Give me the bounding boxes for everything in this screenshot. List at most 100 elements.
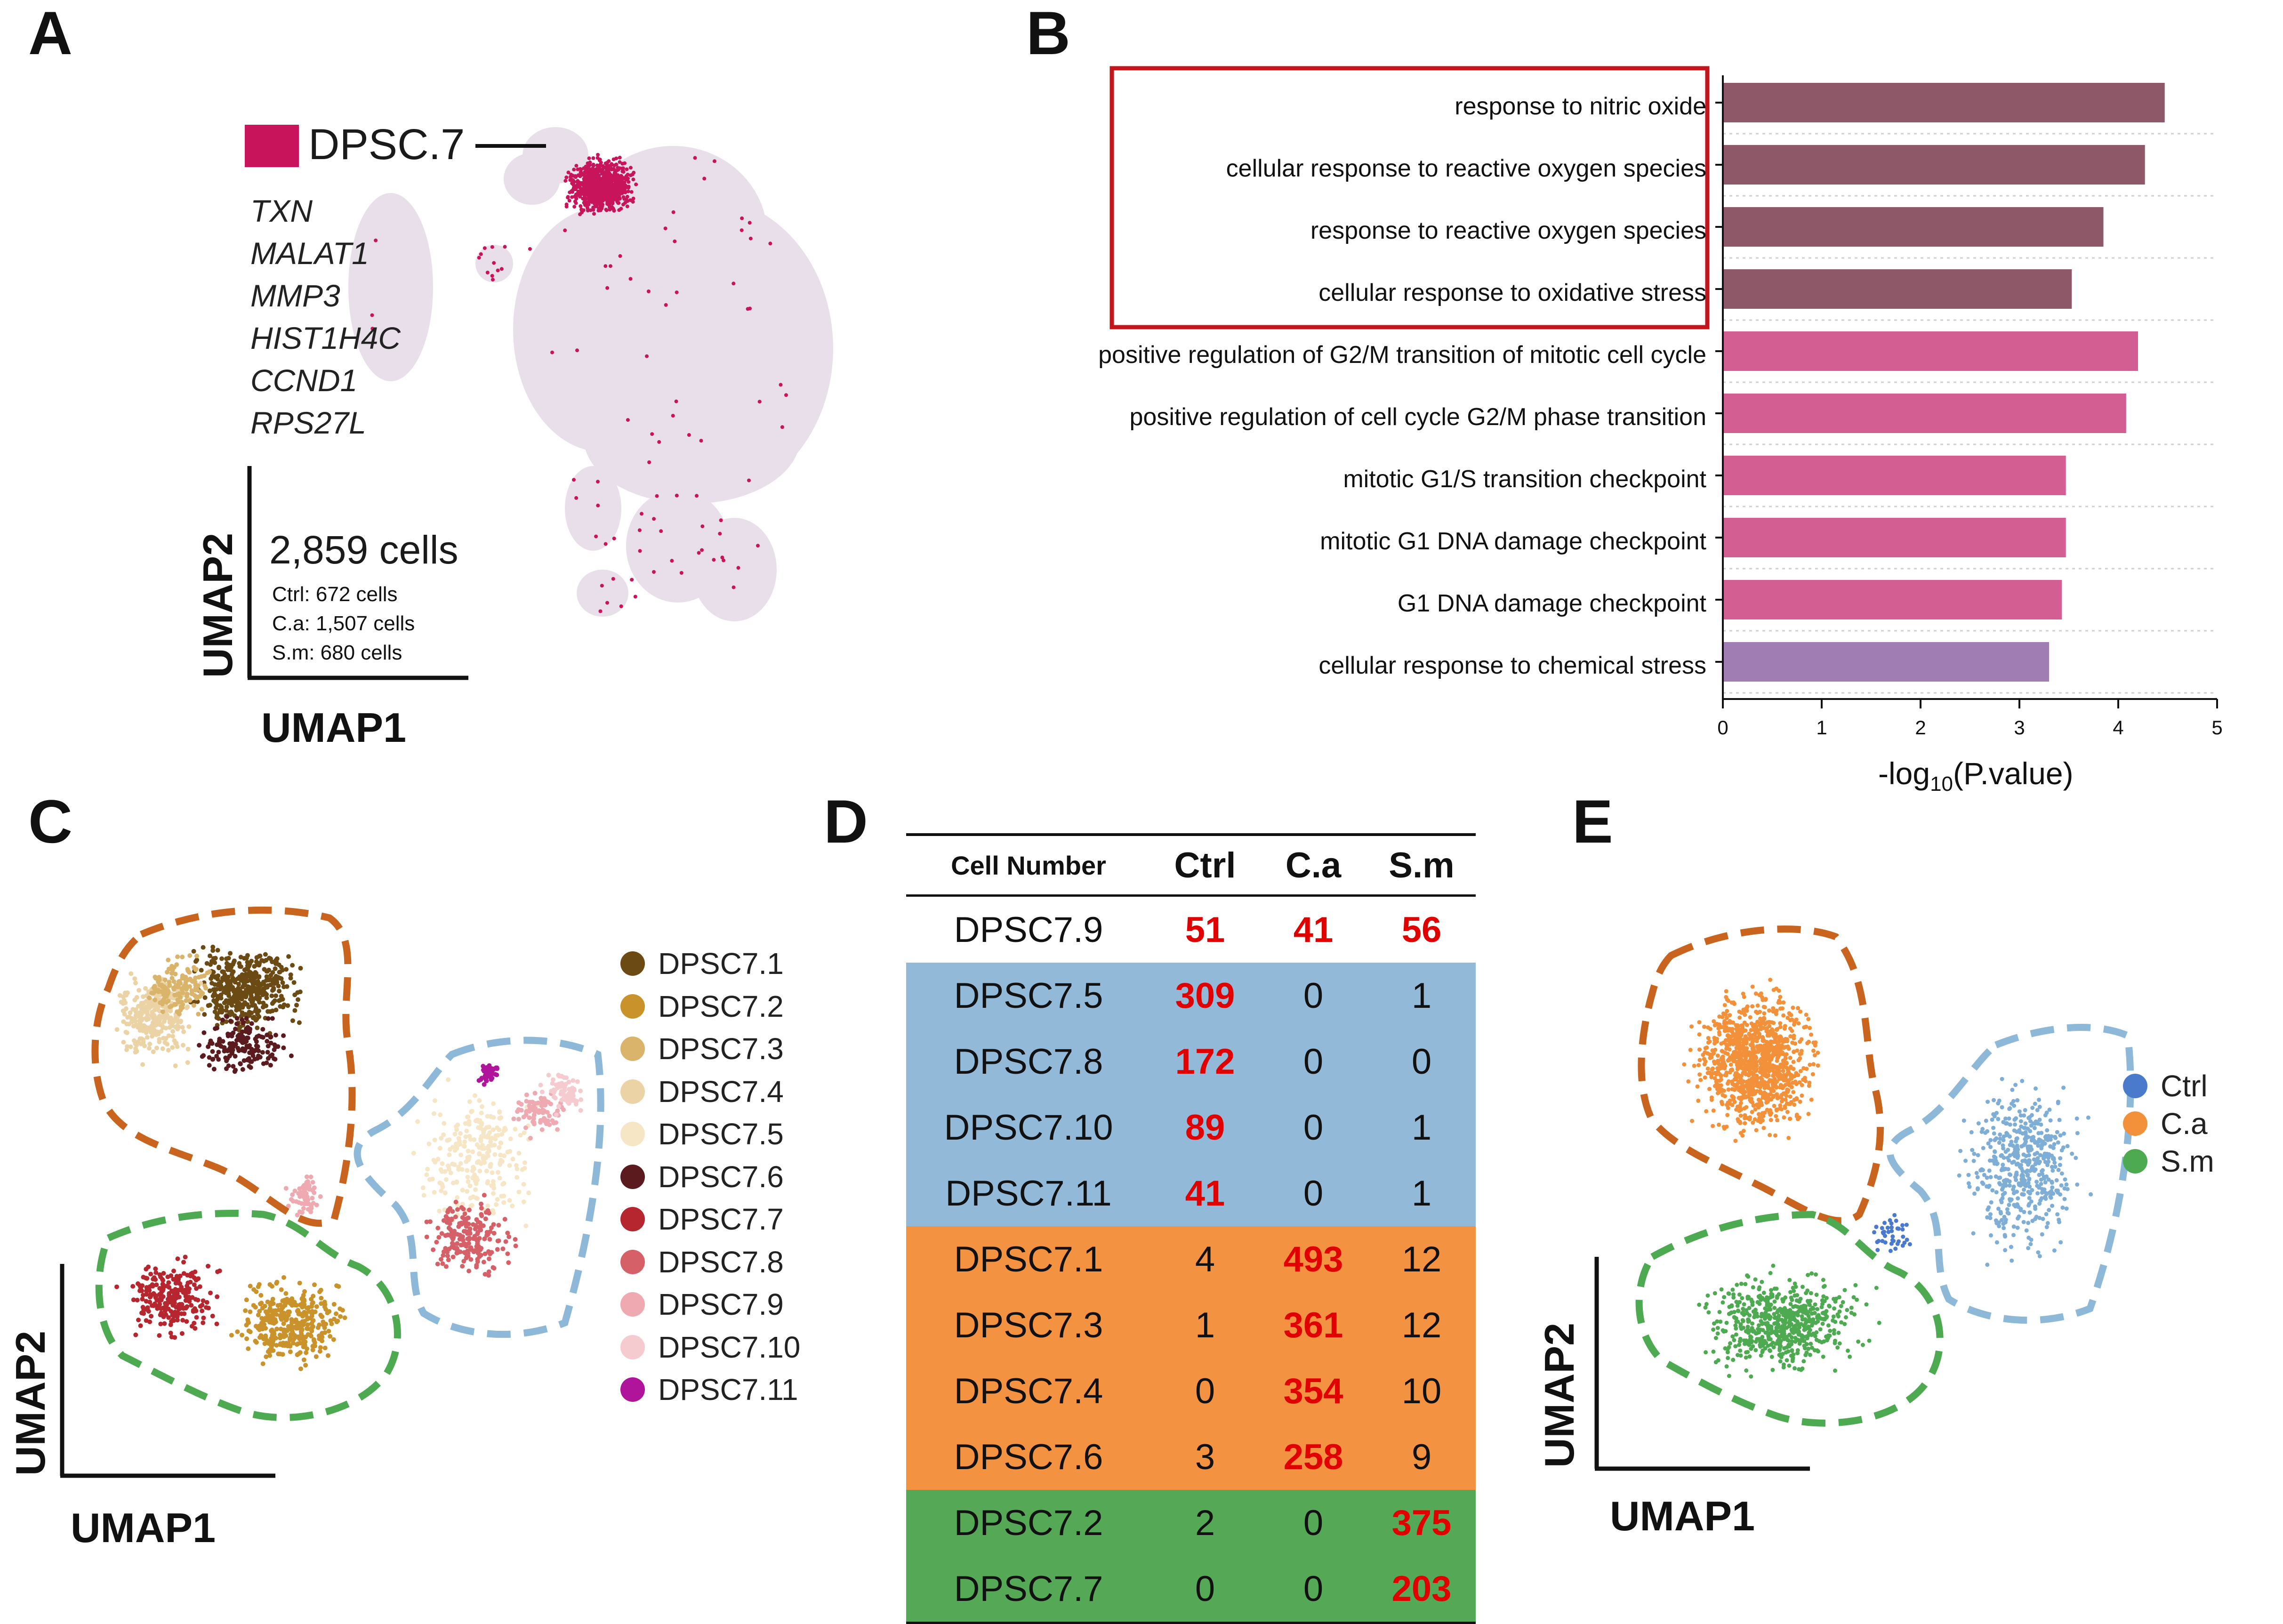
go-term-label: mitotic G1/S transition checkpoint: [1343, 466, 1706, 493]
header-cell-number: Cell Number: [951, 850, 1106, 880]
cell-value: 0: [1303, 1107, 1324, 1148]
umap-a-plot: [245, 125, 833, 680]
bottom-rule: [906, 1622, 1476, 1624]
panel-letter-b: B: [1026, 0, 1070, 67]
cell-value: 2: [1195, 1503, 1215, 1543]
legend-label: DPSC7.8: [658, 1245, 784, 1279]
cell-value: 0: [1303, 1041, 1324, 1082]
header-ctrl: Ctrl: [1174, 845, 1236, 885]
legend-swatch: [620, 1249, 645, 1274]
cell-value: 375: [1391, 1503, 1452, 1543]
cell-value: 89: [1185, 1107, 1225, 1148]
sm-count: S.m: 680 cells: [272, 641, 402, 664]
bar-chart-xlabel: -log10(P.value): [1878, 756, 2074, 796]
legend-item: DPSC7.5: [620, 1117, 784, 1151]
cell-value: 3: [1195, 1437, 1215, 1477]
cell-value: 0: [1303, 1173, 1324, 1214]
xlabel-suffix: (P.value): [1953, 756, 2074, 791]
legend-swatch: [2123, 1074, 2147, 1098]
umap-c-plot: [60, 906, 604, 1478]
panel-letter-a: A: [28, 0, 72, 67]
panel-letter-c: C: [28, 787, 72, 856]
legend-item: DPSC7.2: [620, 989, 784, 1024]
bar: [1723, 394, 2126, 433]
legend-label: DPSC7.6: [658, 1159, 784, 1194]
cell-value: 10: [1401, 1371, 1442, 1411]
header-rule: [906, 894, 1476, 897]
go-term-label: cellular response to reactive oxygen spe…: [1226, 155, 1706, 182]
cell-value: 1: [1411, 975, 1432, 1016]
table-row: DPSC7.1 4 493 12: [906, 1226, 1476, 1292]
legend-swatch: [620, 1335, 645, 1359]
bar: [1723, 207, 2104, 247]
gene-label: RPS27L: [250, 405, 366, 440]
legend-item: DPSC7.10: [620, 1330, 800, 1365]
go-term-label: cellular response to chemical stress: [1318, 652, 1706, 679]
umap-c-xlabel: UMAP1: [71, 1504, 216, 1551]
gene-label: HIST1H4C: [250, 321, 401, 355]
cell-value: 4: [1195, 1239, 1215, 1279]
outline-orange-e: [1638, 925, 1884, 1224]
umap-a-points: [348, 127, 833, 621]
table-row: DPSC7.3 1 361 12: [906, 1292, 1476, 1358]
row-label: DPSC7.10: [944, 1107, 1113, 1148]
legend-swatch: [620, 1164, 645, 1189]
x-tick-label: 2: [1915, 716, 1926, 739]
legend-label: DPSC7.2: [658, 989, 784, 1023]
legend-item: DPSC7.9: [620, 1287, 784, 1322]
go-term-label: mitotic G1 DNA damage checkpoint: [1320, 528, 1706, 555]
top-rule: [906, 833, 1476, 836]
table-row: DPSC7.4 0 354 10: [906, 1358, 1476, 1424]
table-row: DPSC7.8 172 0 0: [906, 1029, 1476, 1094]
table-row: DPSC7.9 51 41 56: [906, 897, 1476, 963]
gene-label: MALAT1: [250, 236, 369, 271]
row-label: DPSC7.11: [945, 1173, 1112, 1214]
legend-swatch: [620, 1079, 645, 1104]
x-tick-label: 3: [2014, 716, 2025, 739]
go-bar-chart: 0 1 2 3 4 5: [1109, 66, 2223, 739]
cell-value: 0: [1303, 1503, 1324, 1543]
row-label: DPSC7.9: [954, 909, 1103, 950]
legend-swatch: [2123, 1149, 2147, 1174]
x-tick-label: 4: [2113, 716, 2123, 739]
table-row: DPSC7.7 0 0 203: [906, 1556, 1476, 1622]
cell-value: 0: [1411, 1041, 1432, 1082]
cell-value: 493: [1283, 1239, 1343, 1279]
xlabel-prefix: -log: [1878, 756, 1930, 791]
cell-value: 51: [1185, 909, 1225, 950]
gene-label: TXN: [250, 193, 313, 228]
legend-item: DPSC7.1: [620, 946, 784, 981]
legend-item: C.a: [2123, 1106, 2208, 1141]
x-tick-label: 0: [1717, 716, 1728, 739]
bar: [1723, 518, 2066, 557]
cell-value: 258: [1283, 1437, 1343, 1477]
legend-item: DPSC7.4: [620, 1074, 784, 1109]
row-label: DPSC7.6: [954, 1437, 1103, 1477]
legend-swatch: [620, 1207, 645, 1231]
legend-label: DPSC7.5: [658, 1117, 784, 1151]
cell-value: 9: [1411, 1437, 1432, 1477]
legend-item: S.m: [2123, 1144, 2214, 1179]
row-label: DPSC7.2: [954, 1503, 1103, 1543]
go-term-labels: response to nitric oxide cellular respon…: [894, 66, 1706, 697]
cell-value: 361: [1283, 1305, 1343, 1345]
total-cells: 2,859 cells: [269, 528, 458, 572]
umap-c-ylabel: UMAP2: [7, 1330, 54, 1476]
table-header: Cell Number Ctrl C.a S.m: [906, 836, 1476, 894]
row-label: DPSC7.4: [954, 1371, 1103, 1411]
gene-label: CCND1: [250, 363, 358, 398]
panel-letter-d: D: [824, 787, 868, 856]
cell-value: 12: [1401, 1239, 1442, 1279]
legend-label: DPSC7.11: [658, 1373, 798, 1407]
umap-e-xlabel: UMAP1: [1610, 1493, 1755, 1539]
go-term-label: cellular response to oxidative stress: [1318, 279, 1706, 306]
legend-label: S.m: [2161, 1144, 2214, 1178]
legend-label: C.a: [2161, 1107, 2208, 1141]
x-tick-label: 5: [2211, 716, 2222, 739]
ctrl-count: Ctrl: 672 cells: [272, 583, 398, 606]
bar: [1723, 580, 2062, 619]
table-row: DPSC7.10 89 0 1: [906, 1094, 1476, 1160]
legend-item: DPSC7.6: [620, 1159, 784, 1194]
cell-value: 12: [1401, 1305, 1442, 1345]
cell-value: 0: [1303, 1568, 1324, 1609]
